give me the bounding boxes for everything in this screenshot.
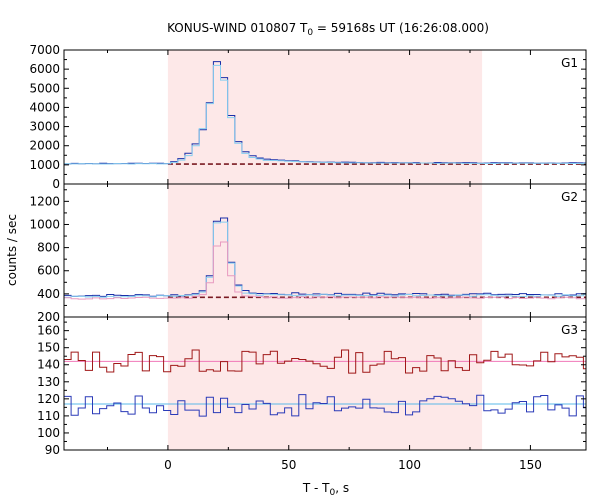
series-g3-1 xyxy=(64,349,586,374)
y-tick-label: 3000 xyxy=(29,120,60,134)
series-g2-2 xyxy=(64,221,586,298)
y-tick-label: 200 xyxy=(37,310,60,324)
x-tick-label: 150 xyxy=(519,458,542,472)
y-tick-label: 800 xyxy=(37,241,60,255)
plot-area xyxy=(64,61,586,165)
x-label-sub: 0 xyxy=(330,488,336,498)
y-tick-label: 1200 xyxy=(29,194,60,208)
y-tick-label: 400 xyxy=(37,287,60,301)
plot-area xyxy=(64,217,586,300)
y-tick-label: 6000 xyxy=(29,62,60,76)
chart-title: KONUS-WIND 010807 T0 = 59168s UT (16:26:… xyxy=(167,21,489,38)
x-tick-label: 100 xyxy=(398,458,421,472)
panel-g3: 90 100 110 120 130 140 150 160 G3 xyxy=(37,316,587,457)
series-g3-2 xyxy=(64,394,586,417)
x-axis-label: T - T0, s xyxy=(302,481,349,498)
panel-g1: 0 1000 2000 3000 4000 5000 6000 7000 G1 xyxy=(29,43,587,191)
y-tick-label: 0 xyxy=(52,177,60,191)
y-tick-label: 90 xyxy=(45,443,60,457)
y-tick-label: 100 xyxy=(37,426,60,440)
title-sub: 0 xyxy=(307,28,313,38)
shaded-interval xyxy=(167,317,483,450)
y-tick-label: 120 xyxy=(37,392,60,406)
y-tick-label: 2000 xyxy=(29,139,60,153)
x-tick-label: 50 xyxy=(281,458,296,472)
y-tick-label: 150 xyxy=(37,341,60,355)
plot-area xyxy=(64,349,586,417)
y-tick-label: 160 xyxy=(37,324,60,338)
y-tick-label: 110 xyxy=(37,409,60,423)
y-tick-label: 130 xyxy=(37,375,60,389)
title-main: KONUS-WIND 010807 T xyxy=(167,21,308,35)
series-g2-3 xyxy=(64,241,586,300)
panel-label: G3 xyxy=(561,323,578,337)
series-g1-2 xyxy=(64,64,586,165)
y-tick-label: 1000 xyxy=(29,217,60,231)
y-tick-label: 600 xyxy=(37,264,60,278)
y-tick-label: 140 xyxy=(37,358,60,372)
y-tick-label: 1000 xyxy=(29,158,60,172)
panel-label: G2 xyxy=(561,190,578,204)
y-tick-label: 5000 xyxy=(29,81,60,95)
panel-g2: 200 400 600 800 1000 1200 G2 xyxy=(29,183,587,324)
y-tick-label: 4000 xyxy=(29,100,60,114)
x-label-main: T - T xyxy=(302,481,330,495)
panel-label: G1 xyxy=(561,56,578,70)
y-axis-label: counts / sec xyxy=(5,214,19,286)
x-tick-label: 0 xyxy=(164,458,172,472)
y-tick-label: 7000 xyxy=(29,43,60,57)
title-rest: = 59168s UT (16:26:08.000) xyxy=(313,21,489,35)
x-label-rest: , s xyxy=(335,481,349,495)
panel-frame xyxy=(63,316,587,451)
